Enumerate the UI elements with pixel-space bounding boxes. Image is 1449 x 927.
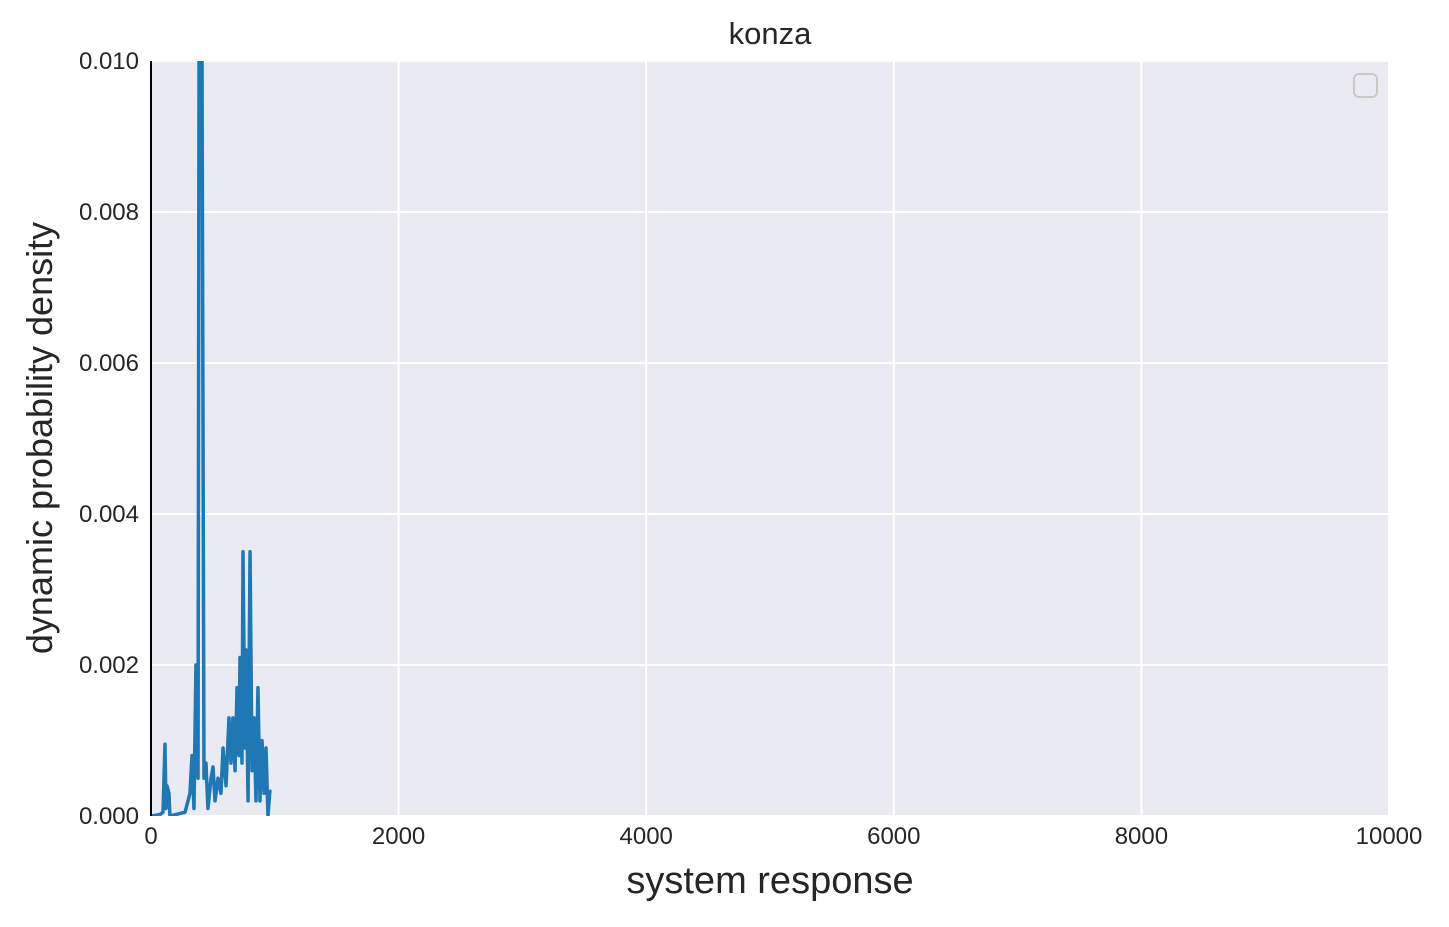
x-tick-label: 0 bbox=[144, 823, 157, 850]
y-tick-label: 0.004 bbox=[79, 501, 139, 528]
x-tick-label: 8000 bbox=[1115, 823, 1168, 850]
x-tick-label: 2000 bbox=[372, 823, 425, 850]
chart-title: konza bbox=[729, 16, 812, 51]
y-tick-label: 0.006 bbox=[79, 350, 139, 377]
legend-box bbox=[1353, 73, 1378, 98]
plot-area bbox=[151, 61, 1389, 816]
y-tick-label: 0.008 bbox=[79, 199, 139, 226]
grid bbox=[150, 60, 1390, 817]
ticks: 0.000 0.002 0.004 0.006 0.008 0.010 0 2000 4000 6… bbox=[79, 48, 1422, 850]
y-axis-label: dynamic probability density bbox=[19, 222, 60, 654]
y-tick-label: 0.010 bbox=[79, 48, 139, 75]
x-axis-label: system response bbox=[626, 860, 913, 902]
x-tick-label: 10000 bbox=[1356, 823, 1423, 850]
y-tick-label: 0.000 bbox=[79, 803, 139, 830]
lines bbox=[151, 61, 272, 816]
x-tick-label: 6000 bbox=[867, 823, 920, 850]
y-tick-label: 0.002 bbox=[79, 652, 139, 679]
x-tick-label: 4000 bbox=[620, 823, 673, 850]
data-line bbox=[151, 61, 272, 816]
